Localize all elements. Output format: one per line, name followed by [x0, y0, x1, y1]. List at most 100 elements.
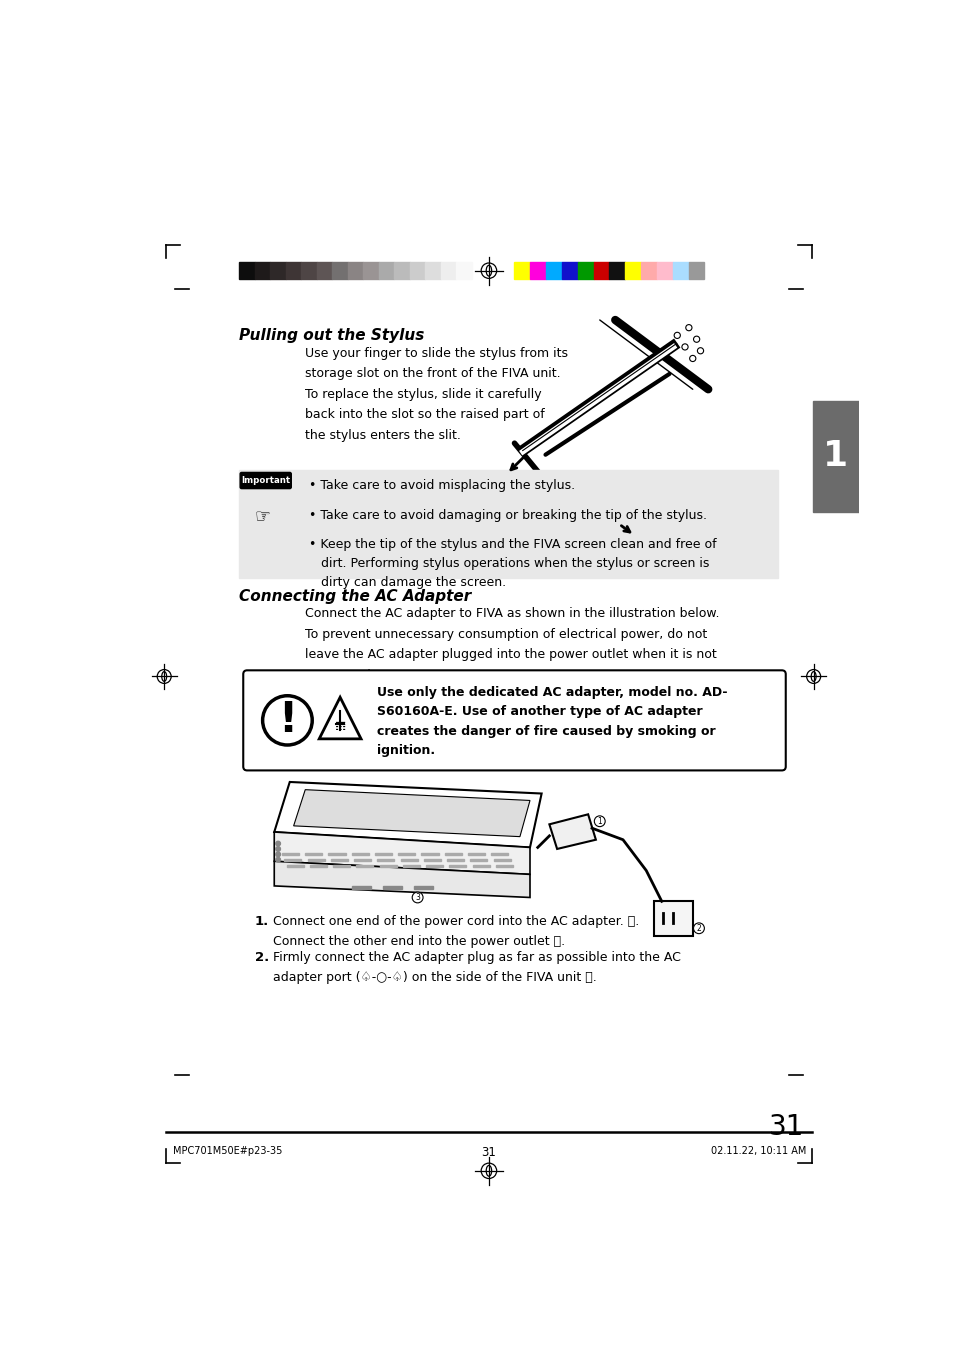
Bar [440, 262, 456, 280]
Polygon shape [274, 782, 541, 847]
Bar [812, 401, 858, 512]
Text: Connect the AC adapter to FIVA as shown in the illustration below.
To prevent un: Connect the AC adapter to FIVA as shown … [305, 607, 719, 682]
Bar [561, 262, 578, 280]
Text: 31: 31 [768, 1113, 803, 1142]
Bar [400, 859, 417, 862]
Bar [284, 859, 301, 862]
Bar [352, 886, 371, 889]
Bar [402, 865, 419, 867]
Bar [270, 262, 286, 280]
Bar [307, 859, 324, 862]
Bar [545, 262, 561, 280]
Bar [239, 262, 254, 280]
Bar [316, 262, 332, 280]
Text: 1.: 1. [254, 915, 269, 928]
Bar [421, 852, 438, 855]
Bar [282, 852, 298, 855]
Text: Firmly connect the AC adapter plug as far as possible into the AC
adapter port (: Firmly connect the AC adapter plug as fa… [273, 951, 679, 985]
Bar [672, 262, 688, 280]
Bar [456, 262, 472, 280]
Bar [331, 859, 348, 862]
Bar [444, 852, 461, 855]
Polygon shape [274, 832, 530, 874]
Bar [354, 859, 371, 862]
Bar [426, 865, 443, 867]
Bar [609, 262, 624, 280]
Polygon shape [294, 790, 530, 836]
Bar [468, 852, 484, 855]
Circle shape [693, 923, 703, 934]
Text: Connect one end of the power cord into the AC adapter. ⓘ.
Connect the other end : Connect one end of the power cord into t… [273, 915, 639, 948]
Text: 𝌎: 𝌎 [335, 720, 345, 734]
Bar [423, 859, 440, 862]
Bar [425, 262, 440, 280]
Bar [286, 865, 303, 867]
Circle shape [275, 858, 280, 862]
Text: !: ! [277, 700, 296, 742]
Bar [352, 852, 369, 855]
Bar [530, 262, 545, 280]
Circle shape [275, 852, 280, 857]
Polygon shape [549, 815, 596, 848]
Text: 1: 1 [821, 439, 847, 473]
Text: 2: 2 [696, 924, 700, 932]
Circle shape [275, 847, 280, 851]
Bar [640, 262, 657, 280]
Text: 02.11.22, 10:11 AM: 02.11.22, 10:11 AM [711, 1146, 806, 1156]
Bar [688, 262, 703, 280]
Bar [356, 865, 373, 867]
Bar [447, 859, 464, 862]
Bar [514, 262, 530, 280]
Bar [348, 262, 363, 280]
Text: Connecting the AC Adapter: Connecting the AC Adapter [239, 589, 471, 604]
Bar [491, 852, 508, 855]
Bar [328, 852, 345, 855]
Bar [397, 852, 415, 855]
Bar [394, 262, 410, 280]
Bar [378, 262, 394, 280]
Bar [496, 865, 513, 867]
FancyBboxPatch shape [243, 670, 785, 770]
Circle shape [594, 816, 604, 827]
Bar [657, 262, 672, 280]
Bar [254, 262, 270, 280]
Bar [363, 262, 378, 280]
Bar [410, 262, 425, 280]
Bar [493, 859, 510, 862]
Bar [305, 852, 322, 855]
Text: • Take care to avoid misplacing the stylus.: • Take care to avoid misplacing the styl… [309, 480, 575, 492]
Bar [578, 262, 593, 280]
Text: ☞: ☞ [254, 507, 271, 526]
FancyBboxPatch shape [240, 473, 291, 489]
Text: 2.: 2. [254, 951, 269, 965]
Text: 1: 1 [597, 817, 601, 825]
Bar [286, 262, 301, 280]
Bar [301, 262, 316, 280]
Bar [239, 470, 778, 578]
Text: • Keep the tip of the stylus and the FIVA screen clean and free of
   dirt. Perf: • Keep the tip of the stylus and the FIV… [309, 538, 716, 589]
Bar [449, 865, 466, 867]
Text: Use your finger to slide the stylus from its
storage slot on the front of the FI: Use your finger to slide the stylus from… [305, 347, 568, 442]
Text: Use only the dedicated AC adapter, model no. AD-
S60160A-E. Use of another type : Use only the dedicated AC adapter, model… [377, 686, 727, 757]
Text: MPC701M50E#p23-35: MPC701M50E#p23-35 [173, 1146, 283, 1156]
Circle shape [275, 842, 280, 846]
Bar [654, 901, 692, 936]
Bar [332, 262, 348, 280]
Text: • Take care to avoid damaging or breaking the tip of the stylus.: • Take care to avoid damaging or breakin… [309, 508, 706, 521]
Text: Pulling out the Stylus: Pulling out the Stylus [239, 328, 424, 343]
Bar [382, 886, 402, 889]
Bar [379, 865, 396, 867]
Polygon shape [274, 862, 530, 897]
Bar [310, 865, 327, 867]
Bar [593, 262, 609, 280]
Bar [333, 865, 350, 867]
Text: 3: 3 [415, 893, 419, 902]
Bar [472, 865, 489, 867]
Circle shape [412, 892, 422, 902]
Bar [470, 859, 487, 862]
Bar [624, 262, 640, 280]
Bar [375, 852, 392, 855]
Text: 31: 31 [481, 1146, 496, 1159]
Bar [414, 886, 433, 889]
Bar [377, 859, 394, 862]
